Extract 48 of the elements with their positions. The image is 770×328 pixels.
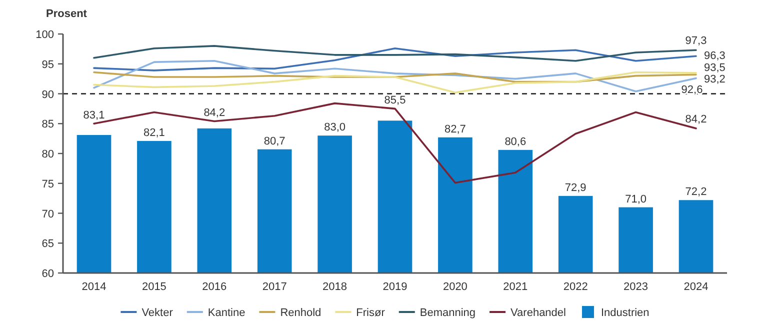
x-tick-label: 2014 [82, 281, 106, 293]
x-tick-label: 2022 [563, 281, 588, 293]
y-tick-label: 60 [42, 268, 54, 280]
data-label: 84,2 [685, 113, 707, 126]
data-label: 93,5 [704, 62, 726, 74]
data-label: 97,3 [685, 35, 707, 48]
data-label: 93,2 [704, 74, 726, 86]
data-label: 83,0 [324, 122, 346, 134]
x-tick-label: 2024 [684, 281, 708, 293]
legend-label: Industrien [600, 307, 650, 319]
data-label: 80,6 [504, 136, 526, 148]
legend-label: Bemanning [420, 307, 476, 319]
y-tick-label: 80 [42, 148, 54, 160]
data-label: 92,6 [681, 84, 703, 96]
legend-label: Varehandel [510, 307, 566, 319]
data-label: 82,1 [143, 126, 165, 139]
legend-label: Frisør [356, 307, 386, 319]
legend-label: Renhold [280, 307, 322, 319]
x-tick-label: 2016 [202, 281, 227, 293]
x-tick-label: 2023 [624, 281, 648, 293]
y-axis-title: Prosent [46, 8, 88, 20]
x-tick-label: 2021 [503, 281, 528, 293]
y-tick-label: 95 [42, 58, 54, 71]
y-tick-label: 70 [42, 208, 54, 220]
y-tick-label: 65 [42, 238, 54, 250]
line-series [93, 45, 697, 62]
legend-label: Vekter [142, 307, 174, 319]
data-label: 83,1 [83, 110, 105, 122]
data-label: 71,0 [625, 193, 647, 206]
x-tick-label: 2020 [442, 281, 468, 293]
data-label: 72,2 [685, 186, 707, 198]
x-tick-label: 2015 [142, 281, 166, 293]
data-label: 85,5 [384, 94, 406, 107]
y-tick-label: 100 [36, 29, 54, 41]
y-tick-label: 90 [42, 88, 54, 101]
line-series [93, 47, 697, 72]
y-tick-label: 85 [42, 118, 54, 131]
x-tick-label: 2019 [382, 281, 408, 293]
data-label: 84,2 [204, 107, 226, 120]
x-tick-label: 2018 [322, 281, 348, 293]
legend-label: Kantine [208, 307, 246, 319]
line-series [93, 71, 697, 83]
data-label: 82,7 [444, 123, 466, 136]
y-tick-label: 75 [42, 178, 54, 190]
data-label: 72,9 [564, 182, 586, 194]
x-tick-label: 2017 [262, 281, 287, 293]
data-label: 80,7 [264, 135, 286, 148]
data-label: 96,3 [704, 50, 726, 62]
